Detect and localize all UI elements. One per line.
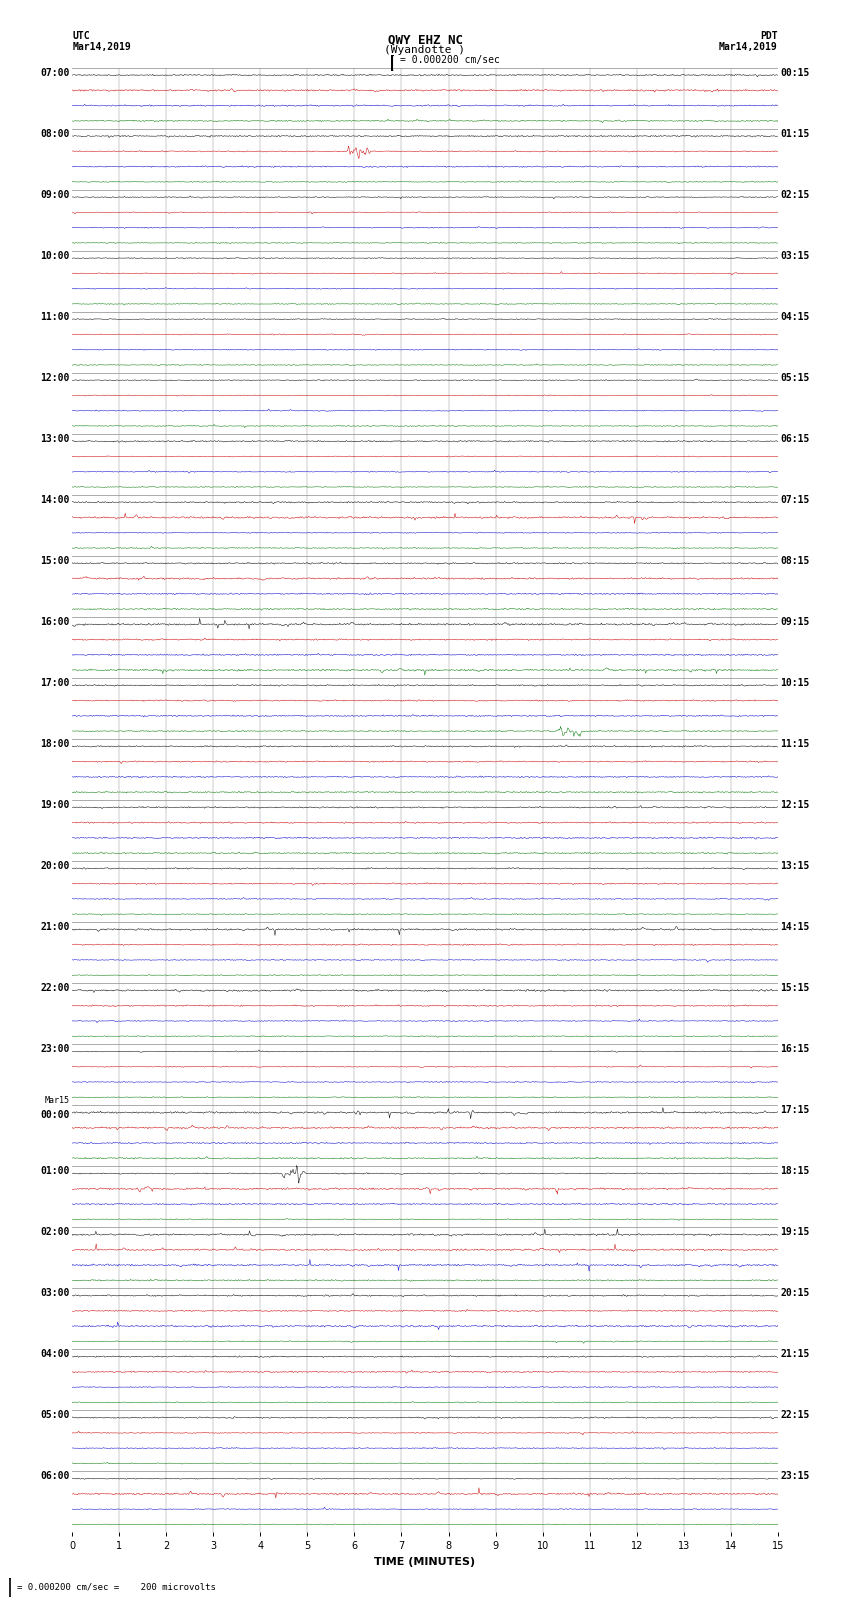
Text: Mar14,2019: Mar14,2019: [72, 42, 131, 52]
Text: 08:00: 08:00: [40, 129, 70, 139]
Text: 21:00: 21:00: [40, 923, 70, 932]
Text: 17:00: 17:00: [40, 677, 70, 687]
Text: 07:15: 07:15: [780, 495, 810, 505]
Text: 14:15: 14:15: [780, 923, 810, 932]
Text: 15:00: 15:00: [40, 556, 70, 566]
Text: = 0.000200 cm/sec: = 0.000200 cm/sec: [400, 55, 499, 65]
Text: QWY EHZ NC: QWY EHZ NC: [388, 34, 462, 47]
Text: 08:15: 08:15: [780, 556, 810, 566]
Text: 06:15: 06:15: [780, 434, 810, 444]
Text: 18:00: 18:00: [40, 739, 70, 748]
Text: 05:00: 05:00: [40, 1410, 70, 1419]
Text: 14:00: 14:00: [40, 495, 70, 505]
Text: 22:15: 22:15: [780, 1410, 810, 1419]
Text: 06:00: 06:00: [40, 1471, 70, 1481]
Text: 18:15: 18:15: [780, 1166, 810, 1176]
Text: Mar14,2019: Mar14,2019: [719, 42, 778, 52]
Text: 17:15: 17:15: [780, 1105, 810, 1115]
Text: 00:15: 00:15: [780, 68, 810, 77]
Text: PDT: PDT: [760, 31, 778, 40]
Text: 03:00: 03:00: [40, 1289, 70, 1298]
Text: 02:00: 02:00: [40, 1227, 70, 1237]
Text: 12:15: 12:15: [780, 800, 810, 810]
Text: 13:15: 13:15: [780, 861, 810, 871]
Text: 23:15: 23:15: [780, 1471, 810, 1481]
Text: 05:15: 05:15: [780, 373, 810, 382]
Text: UTC: UTC: [72, 31, 90, 40]
Text: 10:00: 10:00: [40, 250, 70, 261]
Text: 20:15: 20:15: [780, 1289, 810, 1298]
Text: 12:00: 12:00: [40, 373, 70, 382]
Text: 02:15: 02:15: [780, 190, 810, 200]
Text: 23:00: 23:00: [40, 1044, 70, 1053]
Text: 21:15: 21:15: [780, 1348, 810, 1360]
Text: (Wyandotte ): (Wyandotte ): [384, 45, 466, 55]
Text: 20:00: 20:00: [40, 861, 70, 871]
Text: 19:15: 19:15: [780, 1227, 810, 1237]
Text: 15:15: 15:15: [780, 982, 810, 994]
Text: = 0.000200 cm/sec =    200 microvolts: = 0.000200 cm/sec = 200 microvolts: [17, 1582, 216, 1592]
Text: 11:00: 11:00: [40, 311, 70, 321]
Text: 04:15: 04:15: [780, 311, 810, 321]
Text: 00:00: 00:00: [40, 1110, 70, 1119]
Text: Mar15: Mar15: [45, 1097, 70, 1105]
Text: 22:00: 22:00: [40, 982, 70, 994]
Text: 01:15: 01:15: [780, 129, 810, 139]
Text: 07:00: 07:00: [40, 68, 70, 77]
Text: 19:00: 19:00: [40, 800, 70, 810]
Text: 11:15: 11:15: [780, 739, 810, 748]
Text: 09:00: 09:00: [40, 190, 70, 200]
Text: 16:15: 16:15: [780, 1044, 810, 1053]
Text: 04:00: 04:00: [40, 1348, 70, 1360]
Text: 16:00: 16:00: [40, 616, 70, 627]
Text: 09:15: 09:15: [780, 616, 810, 627]
Text: 01:00: 01:00: [40, 1166, 70, 1176]
Text: 13:00: 13:00: [40, 434, 70, 444]
Text: 10:15: 10:15: [780, 677, 810, 687]
Text: 03:15: 03:15: [780, 250, 810, 261]
X-axis label: TIME (MINUTES): TIME (MINUTES): [375, 1557, 475, 1566]
